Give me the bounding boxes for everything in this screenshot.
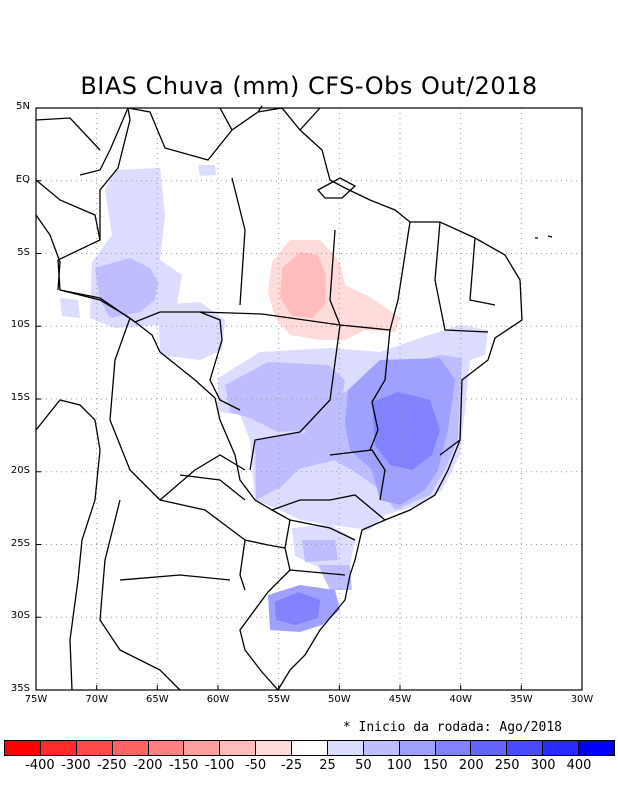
x-tick-label: 65W xyxy=(146,694,169,705)
coastline-borders xyxy=(35,105,553,692)
colorbar-swatch xyxy=(256,741,292,755)
colorbar-swatch xyxy=(220,741,257,755)
x-tick-label: 70W xyxy=(85,694,108,705)
country-border xyxy=(119,574,231,581)
colorbar-swatch xyxy=(40,741,77,755)
country-border xyxy=(159,499,246,591)
colorbar-swatch xyxy=(76,741,113,755)
colorbar-swatch xyxy=(435,741,472,755)
colorbar-swatch xyxy=(184,741,221,755)
x-tick-label: 75W xyxy=(24,694,48,705)
state-border xyxy=(199,311,241,411)
state-border xyxy=(439,439,461,456)
positive-bias-area xyxy=(372,392,440,470)
graticule xyxy=(36,108,582,690)
colorbar-label: 25 xyxy=(319,758,336,773)
y-tick-label: 30S xyxy=(10,610,30,622)
country-border xyxy=(35,399,101,451)
y-tick-label: 15S xyxy=(10,392,30,403)
x-tick-label: 50W xyxy=(328,694,351,705)
state-border xyxy=(289,569,346,576)
x-tick-label: 45W xyxy=(388,694,412,705)
colorbar-label: -100 xyxy=(204,758,235,773)
colorbar-label: 250 xyxy=(494,758,520,773)
brazil-outline xyxy=(57,107,523,692)
country-border xyxy=(79,107,129,176)
colorbar-label: -250 xyxy=(97,758,127,773)
state-border xyxy=(329,449,386,501)
state-border xyxy=(369,329,391,451)
positive-bias-area xyxy=(158,302,225,360)
colorbar-label: 400 xyxy=(566,758,592,773)
country-border xyxy=(219,105,321,131)
country-border xyxy=(99,499,181,691)
country-border xyxy=(179,474,246,501)
colorbar-swatch xyxy=(579,741,614,755)
colorbar-swatch xyxy=(112,741,149,755)
y-tick-label: 10S xyxy=(10,319,30,331)
colorbar-swatch xyxy=(363,741,400,755)
colorbar xyxy=(4,740,615,756)
colorbar-label: -25 xyxy=(280,758,303,773)
colorbar-swatch xyxy=(292,741,328,755)
x-tick-label: 40W xyxy=(449,694,472,705)
positive-bias-area xyxy=(318,565,352,590)
country-border xyxy=(35,117,101,151)
run-start-note: * Inicio da rodada: Ago/2018 xyxy=(342,720,562,735)
colorbar-label: 200 xyxy=(458,758,484,773)
positive-bias-area xyxy=(302,540,338,562)
colorbar-label: -400 xyxy=(25,758,55,773)
state-border xyxy=(249,431,301,471)
positive-bias-area xyxy=(95,258,158,318)
axis-ticks xyxy=(35,107,583,691)
colorbar-label: -150 xyxy=(168,758,199,773)
state-border xyxy=(59,289,391,331)
colorbar-label: 300 xyxy=(530,758,556,773)
country-border xyxy=(35,179,101,241)
x-tick-label: 55W xyxy=(267,694,290,705)
y-tick-label: 35S xyxy=(10,683,30,694)
positive-bias-area xyxy=(258,448,300,496)
y-tick-label: 5S xyxy=(17,246,30,258)
colorbar-label: -50 xyxy=(244,758,267,773)
positive-bias-area xyxy=(60,298,80,318)
colorbar-swatch xyxy=(471,741,508,755)
colorbar-label: 100 xyxy=(386,758,412,773)
colorbar-swatch xyxy=(327,741,364,755)
y-tick-label: EQ xyxy=(15,173,30,185)
country-border xyxy=(109,317,246,501)
y-tick-label: 5N xyxy=(16,101,30,112)
colorbar-label: 150 xyxy=(422,758,448,773)
positive-bias-area xyxy=(198,165,216,176)
x-tick-label: 35W xyxy=(510,694,533,705)
y-tick-label: 25S xyxy=(10,537,30,549)
map-title: BIAS Chuva (mm) CFS-Obs Out/2018 xyxy=(80,72,538,100)
y-tick-label: 20S xyxy=(10,464,30,476)
country-border xyxy=(35,214,61,291)
state-border xyxy=(389,221,411,331)
negative-bias-area xyxy=(280,252,326,318)
state-border xyxy=(299,229,341,433)
x-tick-label: 30W xyxy=(570,694,594,705)
colorbar-swatch xyxy=(399,741,436,755)
island xyxy=(316,177,357,199)
bias-fields xyxy=(60,165,488,632)
x-tick-label: 60W xyxy=(206,694,230,705)
colorbar-label: 50 xyxy=(355,758,372,773)
colorbar-swatch xyxy=(507,741,544,755)
state-border xyxy=(469,237,496,306)
state-border xyxy=(271,494,386,521)
colorbar-swatch xyxy=(5,741,41,755)
colorbar-label: -200 xyxy=(132,758,163,773)
state-border xyxy=(231,177,246,306)
colorbar-swatch xyxy=(543,741,579,755)
state-border xyxy=(289,519,356,541)
colorbar-label: -300 xyxy=(61,758,91,773)
country-border xyxy=(244,539,286,549)
colorbar-swatch xyxy=(148,741,185,755)
country-border xyxy=(69,449,101,691)
state-border xyxy=(434,221,489,333)
island xyxy=(535,235,553,239)
